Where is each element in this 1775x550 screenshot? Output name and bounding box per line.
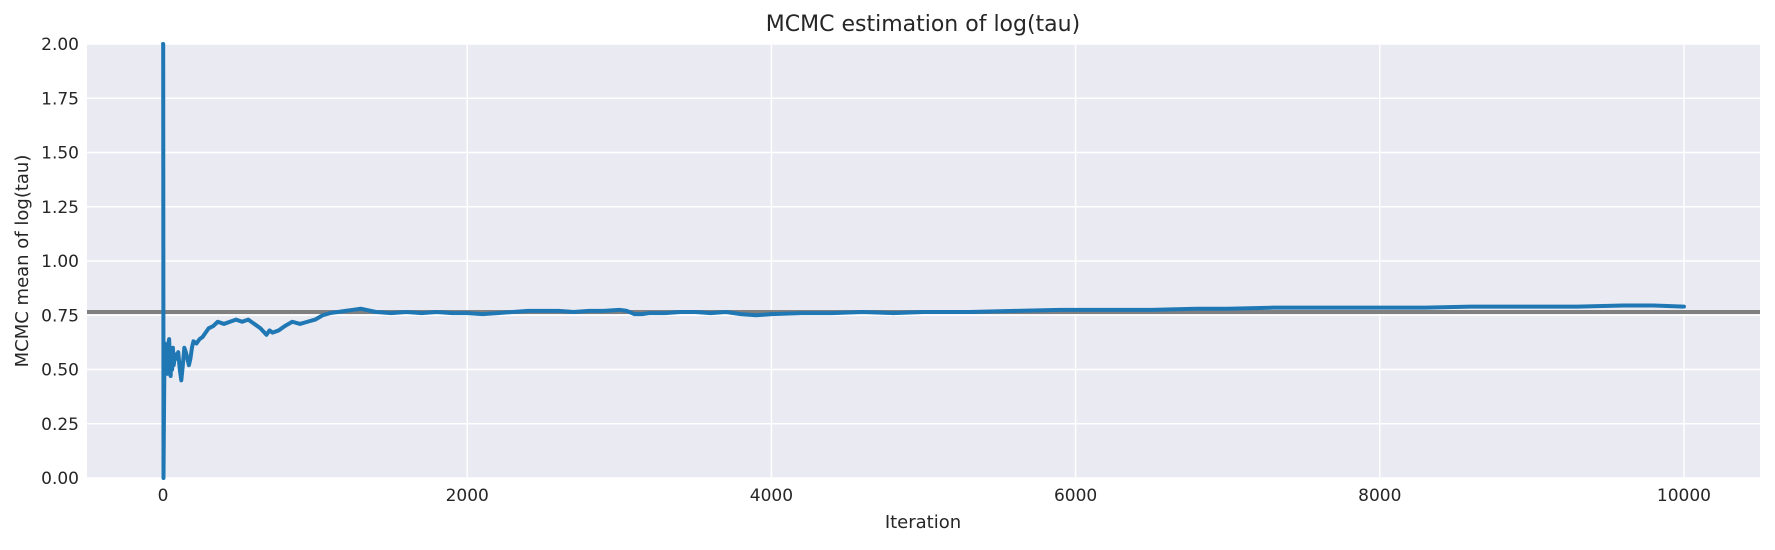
y-tick-label: 1.75 [41, 89, 79, 109]
chart-title: MCMC estimation of log(tau) [766, 12, 1080, 37]
y-tick-label: 1.25 [41, 198, 79, 218]
series-line [161, 42, 1686, 480]
x-axis-label: Iteration [885, 512, 961, 533]
y-tick-label: 0.75 [41, 306, 79, 326]
grid [87, 43, 1760, 479]
x-tick-label: 6000 [1054, 486, 1097, 506]
x-tick-label: 4000 [750, 486, 793, 506]
y-axis-label: MCMC mean of log(tau) [12, 155, 33, 368]
x-axis-ticks: 0 2000 4000 6000 8000 10000 [158, 486, 1711, 506]
y-tick-label: 1.00 [41, 252, 79, 272]
x-tick-label: 8000 [1358, 486, 1401, 506]
x-tick-label: 10000 [1657, 486, 1711, 506]
y-axis-ticks: 0.00 0.25 0.50 0.75 1.00 1.25 1.50 1.75 2.00 [41, 35, 79, 489]
x-tick-label: 2000 [446, 486, 489, 506]
x-tick-label: 0 [158, 486, 169, 506]
y-tick-label: 0.00 [41, 469, 79, 489]
y-tick-label: 0.50 [41, 361, 79, 381]
y-tick-label: 1.50 [41, 144, 79, 164]
y-tick-label: 0.25 [41, 415, 79, 435]
y-tick-label: 2.00 [41, 35, 79, 55]
